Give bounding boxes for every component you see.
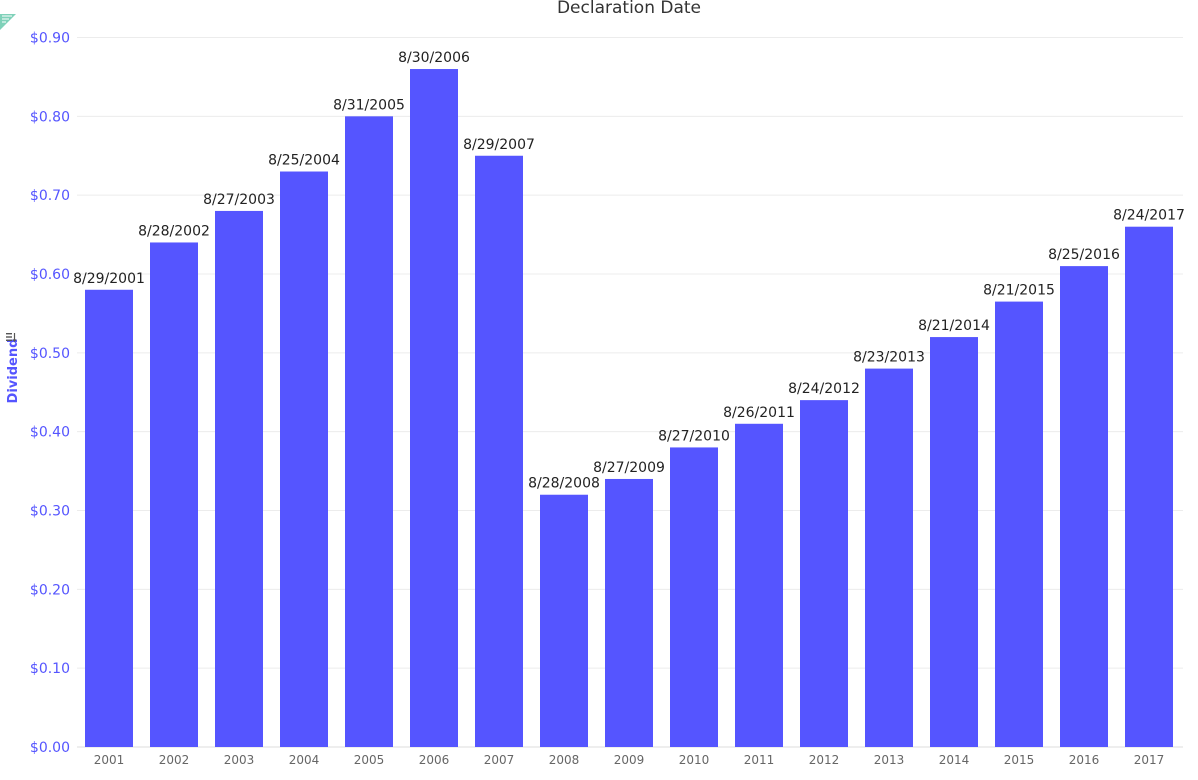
x-tick-label-2016: 2016 (1069, 753, 1100, 767)
x-tick-label-2012: 2012 (809, 753, 840, 767)
y-tick-label: $0.20 (30, 582, 70, 598)
x-tick-label-2008: 2008 (549, 753, 580, 767)
bar-2014[interactable] (930, 337, 978, 747)
data-label-2014: 8/21/2014 (918, 318, 990, 334)
data-label-2015: 8/21/2015 (983, 283, 1055, 299)
bar-2013[interactable] (865, 368, 913, 747)
data-label-2005: 8/31/2005 (333, 97, 405, 113)
x-tick-label-2006: 2006 (419, 753, 450, 767)
x-tick-label-2003: 2003 (224, 753, 255, 767)
sort-icon[interactable] (5, 331, 17, 343)
x-tick-label-2010: 2010 (679, 753, 710, 767)
data-label-2006: 8/30/2006 (398, 50, 470, 66)
bar-2008[interactable] (540, 494, 588, 747)
bar-2006[interactable] (410, 69, 458, 748)
bar-2015[interactable] (995, 301, 1043, 747)
chart-title: Declaration Date (557, 0, 701, 18)
resize-corner-icon[interactable] (0, 14, 16, 30)
y-tick-label: $0.30 (30, 504, 70, 520)
data-label-2017: 8/24/2017 (1113, 208, 1185, 224)
y-tick-label: $0.60 (30, 267, 70, 283)
bar-2001[interactable] (85, 289, 133, 747)
bar-layer (85, 69, 1173, 748)
bar-2016[interactable] (1060, 266, 1108, 747)
bar-2010[interactable] (670, 447, 718, 747)
data-label-2004: 8/25/2004 (268, 153, 340, 169)
data-label-2012: 8/24/2012 (788, 381, 860, 397)
bar-2005[interactable] (345, 116, 393, 748)
bar-2004[interactable] (280, 171, 328, 747)
x-tick-label-2017: 2017 (1134, 753, 1165, 767)
x-tick-label-2002: 2002 (159, 753, 190, 767)
x-tick-label-2009: 2009 (614, 753, 645, 767)
bar-2003[interactable] (215, 210, 263, 747)
data-label-2001: 8/29/2001 (73, 271, 145, 287)
x-tick-label-2004: 2004 (289, 753, 320, 767)
y-axis-ticks: $0.00 $0.10 $0.20 $0.30 $0.40 $0.50 $0.60 $0.70… (30, 31, 70, 757)
data-label-2011: 8/26/2011 (723, 405, 795, 421)
data-label-layer: 8/29/2001 8/28/2002 8/27/2003 8/25/2004 8/31… (73, 50, 1185, 492)
y-tick-label: $0.70 (30, 188, 70, 204)
bar-2011[interactable] (735, 423, 783, 747)
data-label-2010: 8/27/2010 (658, 428, 730, 444)
y-tick-label: $0.10 (30, 661, 70, 677)
data-label-2007: 8/29/2007 (463, 137, 535, 153)
x-axis-ticks: 2001 2002 2003 2004 2005 2006 2007 2008 2009 2010… (94, 753, 1165, 767)
x-tick-label-2001: 2001 (94, 753, 125, 767)
bar-2009[interactable] (605, 478, 653, 747)
y-tick-label: $0.90 (30, 31, 70, 47)
data-label-2009: 8/27/2009 (593, 460, 665, 476)
x-tick-label-2007: 2007 (484, 753, 515, 767)
bar-2012[interactable] (800, 400, 848, 747)
bar-2002[interactable] (150, 242, 198, 747)
x-tick-label-2014: 2014 (939, 753, 970, 767)
data-label-2013: 8/23/2013 (853, 350, 925, 366)
y-axis-title: Dividend (6, 339, 21, 404)
bar-2007[interactable] (475, 155, 523, 747)
data-label-2003: 8/27/2003 (203, 192, 275, 208)
y-tick-label: $0.50 (30, 346, 70, 362)
x-tick-label-2005: 2005 (354, 753, 385, 767)
x-tick-label-2013: 2013 (874, 753, 905, 767)
bar-2017[interactable] (1125, 226, 1173, 747)
data-label-2008: 8/28/2008 (528, 476, 600, 492)
y-tick-label: $0.00 (30, 740, 70, 756)
x-tick-label-2015: 2015 (1004, 753, 1035, 767)
x-tick-label-2011: 2011 (744, 753, 775, 767)
data-label-2002: 8/28/2002 (138, 223, 210, 239)
y-tick-label: $0.40 (30, 425, 70, 441)
data-label-2016: 8/25/2016 (1048, 247, 1120, 263)
y-tick-label: $0.80 (30, 109, 70, 125)
